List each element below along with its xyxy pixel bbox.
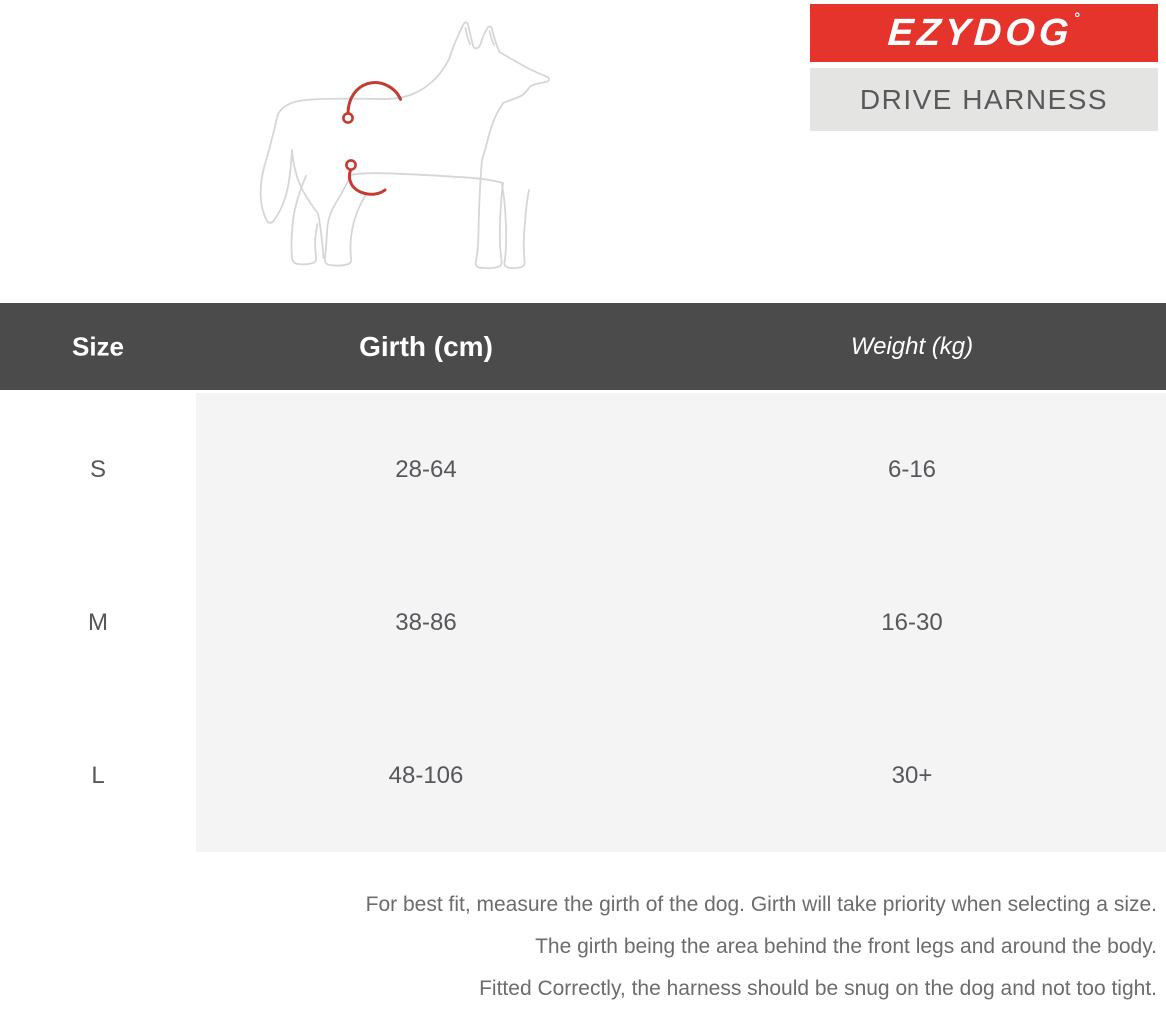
dog-outline-far-frontleg [501,183,530,269]
girth-tape-top-arc [346,81,402,114]
fit-note-line-1: For best fit, measure the girth of the d… [365,893,1157,916]
column-header-weight: Weight (kg) [850,332,974,360]
fit-note-line-2: The girth being the area behind the fron… [535,935,1157,958]
table-row-small: S 28-64 6-16 [0,393,1166,546]
weight-value: 30+ [891,761,933,789]
product-name-banner: DRIVE HARNESS [810,68,1158,131]
girth-value: 38-86 [395,608,457,636]
size-value: S [89,455,107,483]
girth-tape-bottom-arc [347,168,387,196]
girth-value: 28-64 [395,455,457,483]
weight-value: 6-16 [887,455,937,483]
column-header-size: Size [71,331,125,361]
fit-note-line-3: Fitted Correctly, the harness should be … [479,977,1157,1000]
table-row-medium: M 38-86 16-30 [0,546,1166,699]
dog-outline-tail [259,113,325,259]
girth-value: 48-106 [388,761,464,789]
dog-outline-belly-hindleg [324,172,504,267]
column-header-girth: Girth (cm) [359,330,493,362]
size-chart-header-bar: Size Girth (cm) Weight (kg) [0,303,1166,390]
size-value: L [91,761,105,789]
dog-outline-far-hindleg [290,175,319,266]
girth-tape-bottom-end [345,159,357,171]
dog-ear-inner-lines [464,27,495,46]
product-name: DRIVE HARNESS [859,83,1109,115]
brand-logo-banner: EZYDOG ° [810,4,1158,62]
weight-value: 16-30 [881,608,943,636]
registered-mark: ° [1074,9,1081,27]
fit-notes: For best fit, measure the girth of the d… [366,893,1157,1001]
brand-logo-text: EZYDOG [886,12,1074,54]
girth-tape-top-end [342,112,354,124]
size-chart-body-panel [196,393,1166,852]
dog-outline-back-head-frontleg [277,21,551,270]
table-row-large: L 48-106 30+ [0,699,1166,852]
dog-girth-illustration [259,21,551,270]
size-value: M [88,608,108,636]
